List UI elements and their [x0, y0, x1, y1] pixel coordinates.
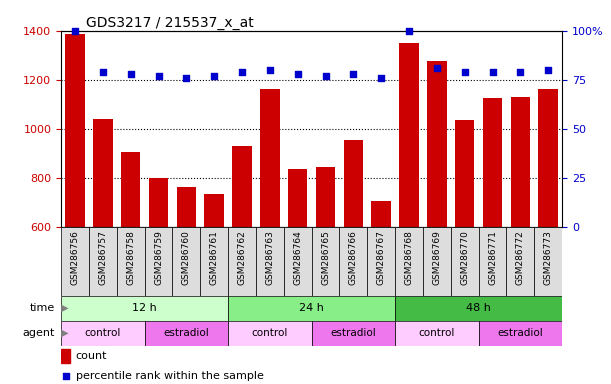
FancyBboxPatch shape [61, 321, 145, 346]
Bar [89, 227, 117, 296]
Point [126, 71, 136, 77]
Bar [228, 227, 256, 296]
Bar [200, 227, 228, 296]
FancyBboxPatch shape [228, 296, 395, 321]
Point [61, 373, 71, 379]
Text: GSM286772: GSM286772 [516, 230, 525, 285]
Point [321, 73, 331, 79]
Bar [538, 89, 558, 227]
Point [376, 74, 386, 81]
Bar [400, 43, 419, 227]
Bar [367, 227, 395, 296]
Text: ▶: ▶ [58, 303, 68, 313]
Text: GSM286757: GSM286757 [98, 230, 108, 285]
Point [181, 74, 191, 81]
Bar [172, 227, 200, 296]
Text: control: control [252, 328, 288, 338]
Point [265, 67, 275, 73]
Text: 48 h: 48 h [466, 303, 491, 313]
Text: 12 h: 12 h [132, 303, 157, 313]
Bar [423, 227, 451, 296]
FancyBboxPatch shape [145, 321, 228, 346]
Bar [284, 227, 312, 296]
Bar [149, 178, 168, 227]
Text: estradiol: estradiol [497, 328, 543, 338]
Bar [232, 146, 252, 227]
Text: 24 h: 24 h [299, 303, 324, 313]
Point [210, 73, 219, 79]
Bar [256, 227, 284, 296]
Text: GSM286765: GSM286765 [321, 230, 330, 285]
Bar [455, 120, 474, 227]
Bar [205, 194, 224, 227]
Text: GSM286768: GSM286768 [404, 230, 414, 285]
Point [348, 71, 358, 77]
Point [516, 69, 525, 75]
Bar [61, 349, 70, 363]
Bar [343, 140, 363, 227]
Point [404, 28, 414, 34]
Bar [260, 89, 280, 227]
Text: GSM286761: GSM286761 [210, 230, 219, 285]
Point [293, 71, 302, 77]
Text: ▶: ▶ [58, 328, 68, 338]
Bar [478, 227, 507, 296]
Point [488, 69, 497, 75]
Point [237, 69, 247, 75]
Bar [177, 187, 196, 227]
Text: GSM286771: GSM286771 [488, 230, 497, 285]
Bar [121, 152, 141, 227]
Text: GSM286760: GSM286760 [182, 230, 191, 285]
Text: control: control [419, 328, 455, 338]
Point [432, 65, 442, 71]
Text: GSM286763: GSM286763 [265, 230, 274, 285]
Text: GSM286758: GSM286758 [126, 230, 135, 285]
Bar [288, 169, 307, 227]
Text: GDS3217 / 215537_x_at: GDS3217 / 215537_x_at [86, 16, 254, 30]
Text: time: time [30, 303, 55, 313]
Text: GSM286769: GSM286769 [433, 230, 441, 285]
FancyBboxPatch shape [478, 321, 562, 346]
Text: GSM286766: GSM286766 [349, 230, 358, 285]
Text: GSM286773: GSM286773 [544, 230, 553, 285]
FancyBboxPatch shape [395, 296, 562, 321]
Point [153, 73, 163, 79]
FancyBboxPatch shape [228, 321, 312, 346]
Bar [395, 227, 423, 296]
Text: GSM286759: GSM286759 [154, 230, 163, 285]
Point [98, 69, 108, 75]
Bar [93, 119, 112, 227]
Bar [511, 97, 530, 227]
FancyBboxPatch shape [395, 321, 478, 346]
Point [70, 28, 80, 34]
Text: count: count [76, 351, 108, 361]
FancyBboxPatch shape [312, 321, 395, 346]
Point [543, 67, 553, 73]
Text: GSM286764: GSM286764 [293, 230, 302, 285]
Bar [65, 35, 85, 227]
Text: GSM286770: GSM286770 [460, 230, 469, 285]
Text: agent: agent [23, 328, 55, 338]
Bar [534, 227, 562, 296]
Bar [145, 227, 172, 296]
Bar [61, 227, 89, 296]
Text: GSM286767: GSM286767 [377, 230, 386, 285]
Bar [507, 227, 534, 296]
Text: percentile rank within the sample: percentile rank within the sample [76, 371, 263, 381]
FancyBboxPatch shape [61, 296, 228, 321]
Bar [483, 98, 502, 227]
Bar [312, 227, 340, 296]
Text: GSM286756: GSM286756 [70, 230, 79, 285]
Text: estradiol: estradiol [331, 328, 376, 338]
Bar [371, 201, 391, 227]
Text: GSM286762: GSM286762 [238, 230, 246, 285]
Text: control: control [85, 328, 121, 338]
Bar [117, 227, 145, 296]
Bar [451, 227, 478, 296]
Bar [316, 167, 335, 227]
Bar [340, 227, 367, 296]
Bar [427, 61, 447, 227]
Point [460, 69, 470, 75]
Text: estradiol: estradiol [164, 328, 209, 338]
